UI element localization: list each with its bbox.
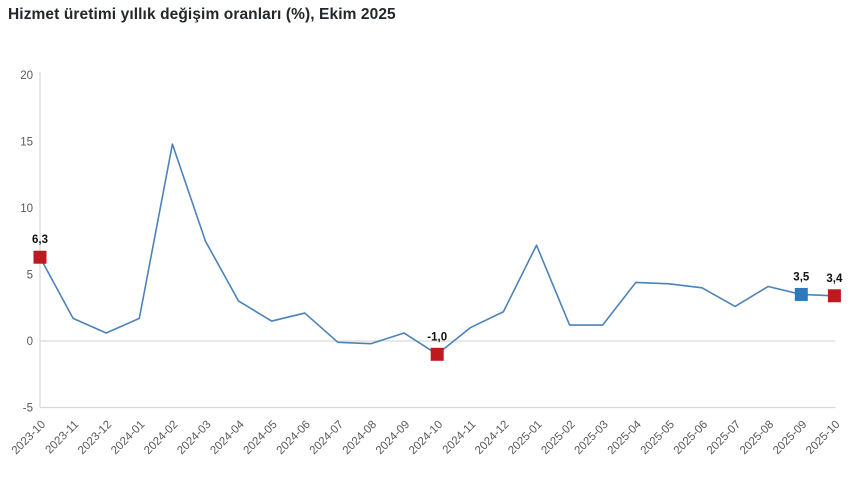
x-tick-label: 2024-04 [208,418,247,457]
x-tick-label: 2023-12 [76,419,114,457]
data-label-2024-10: -1,0 [427,331,447,343]
x-tick-label: 2025-03 [572,419,610,457]
x-tick-label: 2024-01 [109,419,147,457]
x-tick-label: 2025-09 [771,419,809,457]
y-tick-label: 5 [27,270,33,282]
y-tick-label: 10 [20,203,33,215]
x-tick-label: 2024-12 [473,419,511,457]
x-tick-label: 2024-07 [308,419,346,457]
x-tick-label: 2023-11 [43,419,81,457]
data-label-2025-10: 3,4 [826,273,843,285]
x-tick-label: 2024-02 [142,419,180,457]
x-tick-label: 2024-08 [341,419,379,457]
trend-line [39,143,835,356]
x-tick-label: 2023-10 [10,419,48,457]
x-tick-label: 2024-06 [275,419,313,457]
y-tick-label: 20 [20,70,33,82]
x-tick-label: 2025-07 [705,419,743,457]
x-tick-label: 2025-06 [672,419,710,457]
x-tick-label: 2025-10 [804,419,842,457]
x-tick-label: 2024-09 [374,419,412,457]
x-tick-label: 2025-08 [738,419,776,457]
data-marker-2025-09 [794,287,808,301]
x-tick-label: 2025-02 [539,419,577,457]
data-label-2025-09: 3,5 [793,271,810,283]
data-marker-2025-10 [827,289,841,303]
y-tick-label: 0 [27,336,33,348]
x-tick-label: 2024-05 [241,419,279,457]
y-tick-label: -5 [23,403,33,415]
x-tick-label: 2024-03 [175,419,213,457]
data-marker-2023-10 [33,250,47,264]
y-tick-label: 15 [20,137,33,149]
x-tick-label: 2025-04 [606,418,645,457]
x-tick-label: 2024-10 [407,419,445,457]
data-marker-2024-10 [430,347,444,361]
x-tick-label: 2025-05 [639,419,677,457]
chart-title: Hizmet üretimi yıllık değişim oranları (… [8,6,396,23]
x-tick-label: 2025-01 [506,419,544,457]
data-label-2023-10: 6,3 [32,234,48,246]
x-tick-label: 2024-11 [441,419,479,457]
